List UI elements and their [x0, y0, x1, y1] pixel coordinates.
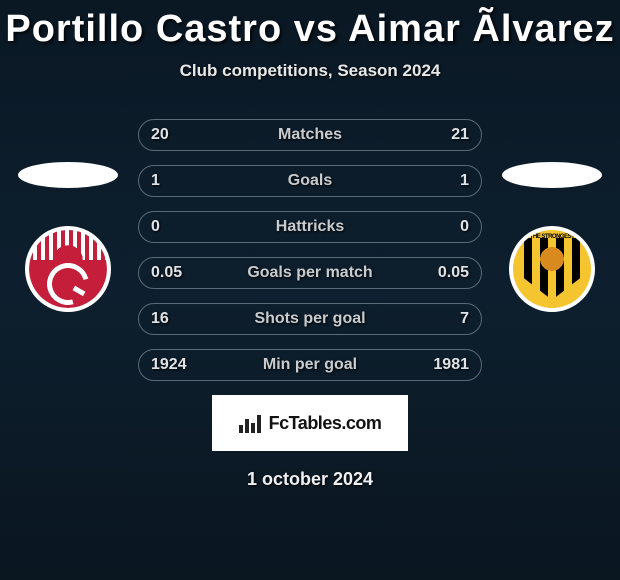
club-left-letter-icon	[39, 255, 96, 308]
stat-row: 0 Hattricks 0	[138, 211, 482, 243]
stat-row: 16 Shots per goal 7	[138, 303, 482, 335]
stat-right-value: 1981	[419, 356, 469, 374]
stat-left-value: 1	[151, 172, 201, 190]
stat-label: Matches	[278, 126, 342, 144]
stat-right-value: 0.05	[419, 264, 469, 282]
stat-label: Shots per goal	[254, 310, 365, 328]
player-left-silhouette	[18, 162, 118, 188]
club-right-shield-icon	[524, 238, 580, 300]
fctables-logo-icon	[239, 413, 263, 433]
stat-label: Goals per match	[247, 264, 372, 282]
player-left-badge	[18, 174, 118, 264]
stat-label: Min per goal	[263, 356, 357, 374]
club-left-crest	[25, 226, 111, 312]
stat-row: 1924 Min per goal 1981	[138, 349, 482, 381]
stat-left-value: 0.05	[151, 264, 201, 282]
stat-label: Goals	[288, 172, 332, 190]
stat-right-value: 7	[419, 310, 469, 328]
player-right-silhouette	[502, 162, 602, 188]
brand-text: FcTables.com	[269, 413, 382, 434]
stat-left-value: 16	[151, 310, 201, 328]
comparison-title: Portillo Castro vs Aimar Ãlvarez	[0, 0, 620, 51]
stat-row: 20 Matches 21	[138, 119, 482, 151]
stat-row: 0.05 Goals per match 0.05	[138, 257, 482, 289]
stat-label: Hattricks	[276, 218, 344, 236]
comparison-main: THE STRONGEST 20 Matches 21 1 Goals 1 0 …	[0, 119, 620, 490]
stat-left-value: 1924	[151, 356, 201, 374]
stat-row: 1 Goals 1	[138, 165, 482, 197]
comparison-date: 1 october 2024	[0, 469, 620, 490]
brand-badge: FcTables.com	[212, 395, 408, 451]
stat-right-value: 21	[419, 126, 469, 144]
tiger-icon	[537, 246, 567, 272]
stat-right-value: 1	[419, 172, 469, 190]
stat-left-value: 20	[151, 126, 201, 144]
stat-right-value: 0	[419, 218, 469, 236]
stat-left-value: 0	[151, 218, 201, 236]
stats-table: 20 Matches 21 1 Goals 1 0 Hattricks 0 0.…	[138, 119, 482, 381]
comparison-subtitle: Club competitions, Season 2024	[0, 61, 620, 81]
club-right-crest: THE STRONGEST	[509, 226, 595, 312]
player-right-badge: THE STRONGEST	[502, 174, 602, 264]
